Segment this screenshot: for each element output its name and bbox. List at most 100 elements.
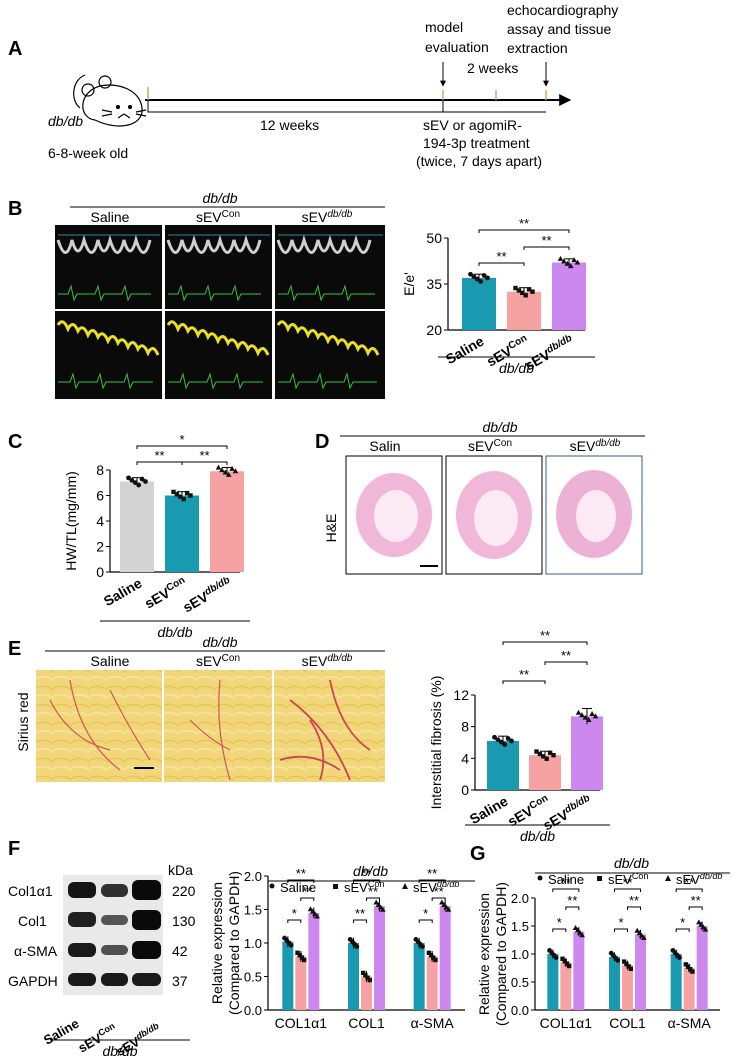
echo-doppler-row xyxy=(55,225,385,309)
significance-label: ** xyxy=(361,866,371,881)
chart-f: 0.0 0.5 1.0 1.5 2.0 Relative expression (Compa… xyxy=(209,863,475,1031)
x-tick-label: COL1 xyxy=(609,1015,646,1031)
significance-label: ** xyxy=(540,628,550,643)
significance-bracket xyxy=(688,906,703,910)
panel-letter-c: C xyxy=(8,431,22,453)
significance-label: ** xyxy=(355,906,365,921)
blot-row-gapdh: GAPDH 37 xyxy=(8,965,188,995)
data-point xyxy=(443,904,450,910)
bar xyxy=(295,956,307,1010)
legend-marker xyxy=(665,875,671,881)
legend-marker xyxy=(597,876,602,881)
blot-band xyxy=(132,910,161,930)
bar xyxy=(529,755,561,790)
data-point xyxy=(567,263,574,269)
data-point xyxy=(574,259,581,265)
bar xyxy=(507,291,541,330)
bar xyxy=(609,956,620,1010)
e-row-label: Sirius red xyxy=(15,692,31,751)
group-label: db/db xyxy=(614,855,649,871)
significance-label: * xyxy=(557,915,562,930)
blot-row-col1: Col1 130 xyxy=(18,905,196,935)
data-point xyxy=(582,714,589,720)
data-point xyxy=(636,930,643,936)
data-point xyxy=(481,273,487,278)
mouse-strain-label: db/db xyxy=(48,113,83,129)
data-point xyxy=(188,493,193,498)
data-point xyxy=(373,899,379,905)
echo-line-1: echocardiography xyxy=(507,2,618,18)
data-point xyxy=(688,967,693,972)
data-point xyxy=(363,973,368,978)
two-weeks-label: 2 weeks xyxy=(467,60,518,76)
data-point xyxy=(143,479,148,484)
significance-bracket xyxy=(181,461,228,465)
data-point xyxy=(433,957,438,963)
echo-tissue-row xyxy=(55,311,385,399)
legend-label: sEVdb/db xyxy=(676,871,722,887)
data-point xyxy=(492,734,497,740)
data-point xyxy=(677,955,682,960)
y-tick-label: 8 xyxy=(96,462,104,478)
significance-bracket xyxy=(552,928,567,932)
significance-label: ** xyxy=(684,875,694,890)
data-point xyxy=(361,970,366,976)
data-point xyxy=(225,471,232,477)
twelve-weeks-bracket xyxy=(147,100,444,113)
bar xyxy=(487,740,519,790)
group-label: db/db xyxy=(353,863,388,879)
data-point xyxy=(495,737,501,743)
blot-row-col1a1: Col1α1 220 xyxy=(8,875,196,905)
data-point xyxy=(622,959,627,964)
y-tick-label: 8 xyxy=(461,719,469,735)
significance-label: ** xyxy=(519,667,529,682)
legend-marker xyxy=(402,883,408,889)
legend-marker xyxy=(537,875,543,881)
bar xyxy=(552,262,586,330)
significance-label: * xyxy=(179,432,184,447)
data-point xyxy=(441,901,447,907)
data-point xyxy=(129,477,135,483)
data-point xyxy=(700,924,707,930)
data-point xyxy=(690,969,695,974)
y-tick-label: 2 xyxy=(96,539,104,555)
panel-letter-b: B xyxy=(8,198,22,220)
significance-bracket xyxy=(431,897,446,901)
panel-letter-g: G xyxy=(470,843,486,865)
data-point xyxy=(634,927,640,933)
data-point xyxy=(561,258,567,264)
significance-label: * xyxy=(680,915,685,930)
data-point xyxy=(420,944,425,949)
blot-band xyxy=(101,915,128,925)
x-tick-label: sEVdb/db xyxy=(180,575,234,616)
x-tick-label: COL1 xyxy=(348,1015,385,1031)
blot-band xyxy=(101,973,128,986)
significance-bracket xyxy=(544,661,588,665)
panel-b: B db/db Saline sEVCon sEVdb/db xyxy=(8,190,385,399)
data-point xyxy=(560,956,565,961)
data-point xyxy=(541,754,546,759)
data-point xyxy=(572,925,579,930)
panel-e: E db/db Saline sEVCon sEVdb/db Sirius re… xyxy=(8,634,385,782)
panel-letter-a: A xyxy=(8,38,22,60)
y-tick-label: 1.5 xyxy=(511,919,529,934)
y-tick-label: 4 xyxy=(461,750,469,766)
data-point xyxy=(229,465,235,471)
bar xyxy=(573,931,585,1010)
data-point xyxy=(471,274,477,280)
data-point xyxy=(377,904,384,910)
data-point xyxy=(139,476,145,482)
group-label: db/db xyxy=(520,828,555,844)
b-col-con: sEVCon xyxy=(196,209,240,225)
panel-d: D db/db Salin sEVCon sEVdb/db H&E xyxy=(315,419,645,575)
blot-row-asma: α-SMA 42 xyxy=(14,935,188,965)
e-col-db: sEVdb/db xyxy=(302,653,353,669)
data-point xyxy=(178,494,183,499)
d-col-db: sEVdb/db xyxy=(570,438,621,454)
x-tick-label: COL1α1 xyxy=(275,1015,328,1031)
sirius-image-db xyxy=(274,670,385,782)
y-tick-label: 12 xyxy=(453,687,469,703)
data-point xyxy=(641,935,647,940)
data-point xyxy=(571,257,577,263)
y-tick-label: 35 xyxy=(426,276,442,292)
